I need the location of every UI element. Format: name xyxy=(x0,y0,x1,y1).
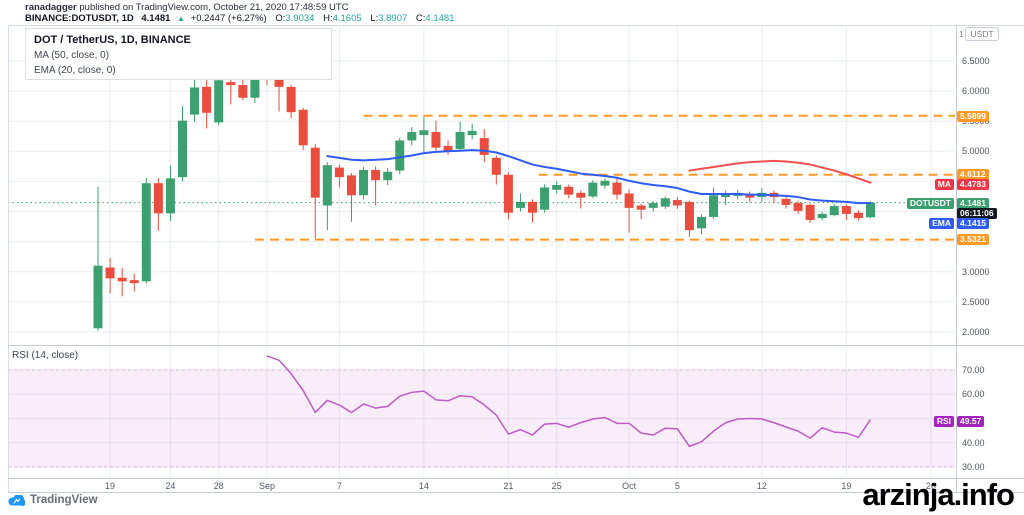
pane-divider-rsi-timeaxis xyxy=(8,478,1024,479)
time-axis-tick: 21 xyxy=(503,481,514,491)
axis-badge-value: 4.1415 xyxy=(957,217,989,229)
close-key: C: xyxy=(415,13,426,24)
time-axis-tick: 26 xyxy=(925,481,936,491)
tradingview-logo-text: TradingView xyxy=(30,494,98,506)
time-axis-tick: 12 xyxy=(756,481,767,491)
time-axis-tick: 5 xyxy=(674,481,680,491)
legend-ma-row: MA (50, close, 0) xyxy=(34,50,110,61)
low-key: L: xyxy=(370,13,379,24)
pane-divider-main-rsi[interactable] xyxy=(8,345,1024,346)
time-axis-tick: 24 xyxy=(165,481,176,491)
time-axis-tick: 7 xyxy=(336,481,342,491)
price-axis-tick: 6.5000 xyxy=(962,56,990,66)
high-value: 4.1605 xyxy=(332,13,362,24)
open-key: O: xyxy=(275,13,286,24)
axis-badge-value: 3.5321 xyxy=(957,234,989,245)
axis-badge-tag-rsi: RSI xyxy=(933,415,954,427)
open-value: 3.9034 xyxy=(285,13,315,24)
axis-badge-tag-ema: EMA xyxy=(929,217,954,229)
price-axis-tick: 2.5000 xyxy=(962,296,990,307)
price-change: +0.2447 (+6.27%) xyxy=(190,13,267,24)
axis-badge-tag-dotusdt: DOTUSDT xyxy=(906,197,954,209)
high-key: H: xyxy=(323,13,333,24)
site-watermark: arzinja.info xyxy=(862,477,1015,512)
rsi-axis-tick: 70.00 xyxy=(962,365,985,375)
unit-prefix: 1 xyxy=(959,29,964,39)
axis-badge-value: 49.57 xyxy=(957,415,985,427)
time-axis-tick: 28 xyxy=(213,481,224,491)
chart-top-border xyxy=(8,25,1024,26)
axis-badge-value: 4.1481 xyxy=(957,197,989,209)
axis-badge-tag-ma: MA xyxy=(934,178,954,190)
price-axis-tick: 3.0000 xyxy=(962,266,990,277)
close-value: 4.1481 xyxy=(425,13,455,24)
time-axis-tick: 19 xyxy=(105,481,116,491)
price-axis-tick: 2.0000 xyxy=(962,326,990,337)
rsi-axis-tick: 30.00 xyxy=(962,462,985,472)
time-axis-tick: 25 xyxy=(551,481,562,491)
tradingview-attribution[interactable]: TradingView xyxy=(8,494,98,506)
time-axis-tick: 19 xyxy=(841,481,852,491)
legend-box: DOT / TetherUS, 1D, BINANCE MA (50, clos… xyxy=(25,28,332,80)
time-axis-tick: 14 xyxy=(418,481,429,491)
last-price: 4.1481 xyxy=(141,13,171,24)
legend-symbol-title: DOT / TetherUS, 1D, BINANCE xyxy=(34,34,191,46)
axis-badge-value: 4.6112 xyxy=(957,169,989,180)
rsi-legend: RSI (14, close) xyxy=(12,350,79,361)
author-name: ranadagger xyxy=(25,2,77,13)
price-up-arrow-icon: ▲ xyxy=(177,14,185,23)
tradingview-cloud-logo-icon xyxy=(8,494,25,506)
time-axis-bottom-border xyxy=(8,492,1024,493)
symbol-ohlc-line: BINANCE:DOTUSDT, 1D 4.1481 ▲ +0.2447 (+6… xyxy=(25,13,454,24)
time-axis-tick: Oct xyxy=(622,481,637,491)
axis-badge-value: 06:11:06 xyxy=(957,208,997,219)
chart-left-border xyxy=(8,25,9,492)
rsi-axis-tick: 40.00 xyxy=(962,437,985,448)
price-axis-unit[interactable]: 1 USDT xyxy=(959,27,999,41)
published-byline: ranadagger published on TradingView.com,… xyxy=(25,2,349,13)
price-axis-separator xyxy=(956,25,957,492)
price-axis-tick: 6.0000 xyxy=(962,86,990,97)
time-axis-tick: Sep xyxy=(258,481,275,491)
symbol-name: BINANCE:DOTUSDT, 1D xyxy=(25,13,134,24)
legend-ema-row: EMA (20, close, 0) xyxy=(34,65,116,76)
price-axis-tick: 5.0000 xyxy=(962,146,990,157)
low-value: 3.8907 xyxy=(378,13,408,24)
axis-badge-value: 4.4783 xyxy=(957,178,989,190)
byline-text: published on TradingView.com, October 21… xyxy=(76,2,349,13)
axis-badge-value: 5.5899 xyxy=(957,110,989,122)
rsi-axis-tick: 60.00 xyxy=(962,389,985,400)
unit-currency-pill: USDT xyxy=(965,27,999,41)
